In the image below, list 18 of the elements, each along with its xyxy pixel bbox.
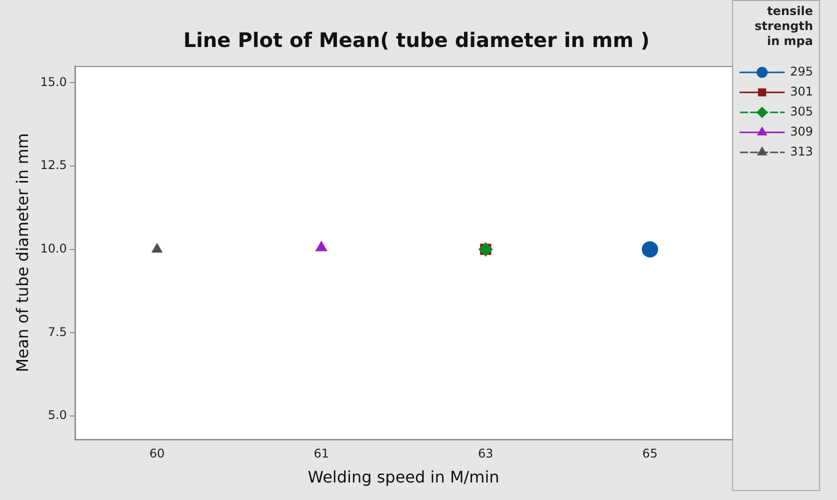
legend-label: 295: [790, 64, 813, 79]
y-tick-label: 15.0: [40, 74, 67, 89]
y-axis-title: Mean of tube diameter in mm: [12, 133, 32, 372]
y-tick-label: 5.0: [48, 408, 67, 422]
x-axis-title: Welding speed in M/min: [308, 468, 500, 487]
x-tick-label: 65: [642, 446, 658, 461]
legend-label: 309: [790, 124, 813, 139]
x-tick-label: 63: [478, 446, 494, 461]
x-tick-label: 61: [314, 446, 329, 461]
y-tick-label: 10.0: [40, 241, 67, 256]
y-tick-label: 7.5: [48, 324, 67, 339]
legend-label: 313: [790, 144, 813, 159]
legend-label: 305: [790, 104, 813, 119]
legend-title: tensile strength in mpa: [754, 4, 813, 48]
x-tick-label: 60: [149, 446, 165, 461]
legend-label: 301: [790, 84, 813, 99]
y-tick-label: 12.5: [40, 158, 67, 172]
chart-title: Line Plot of Mean( tube diameter in mm ): [183, 28, 650, 52]
